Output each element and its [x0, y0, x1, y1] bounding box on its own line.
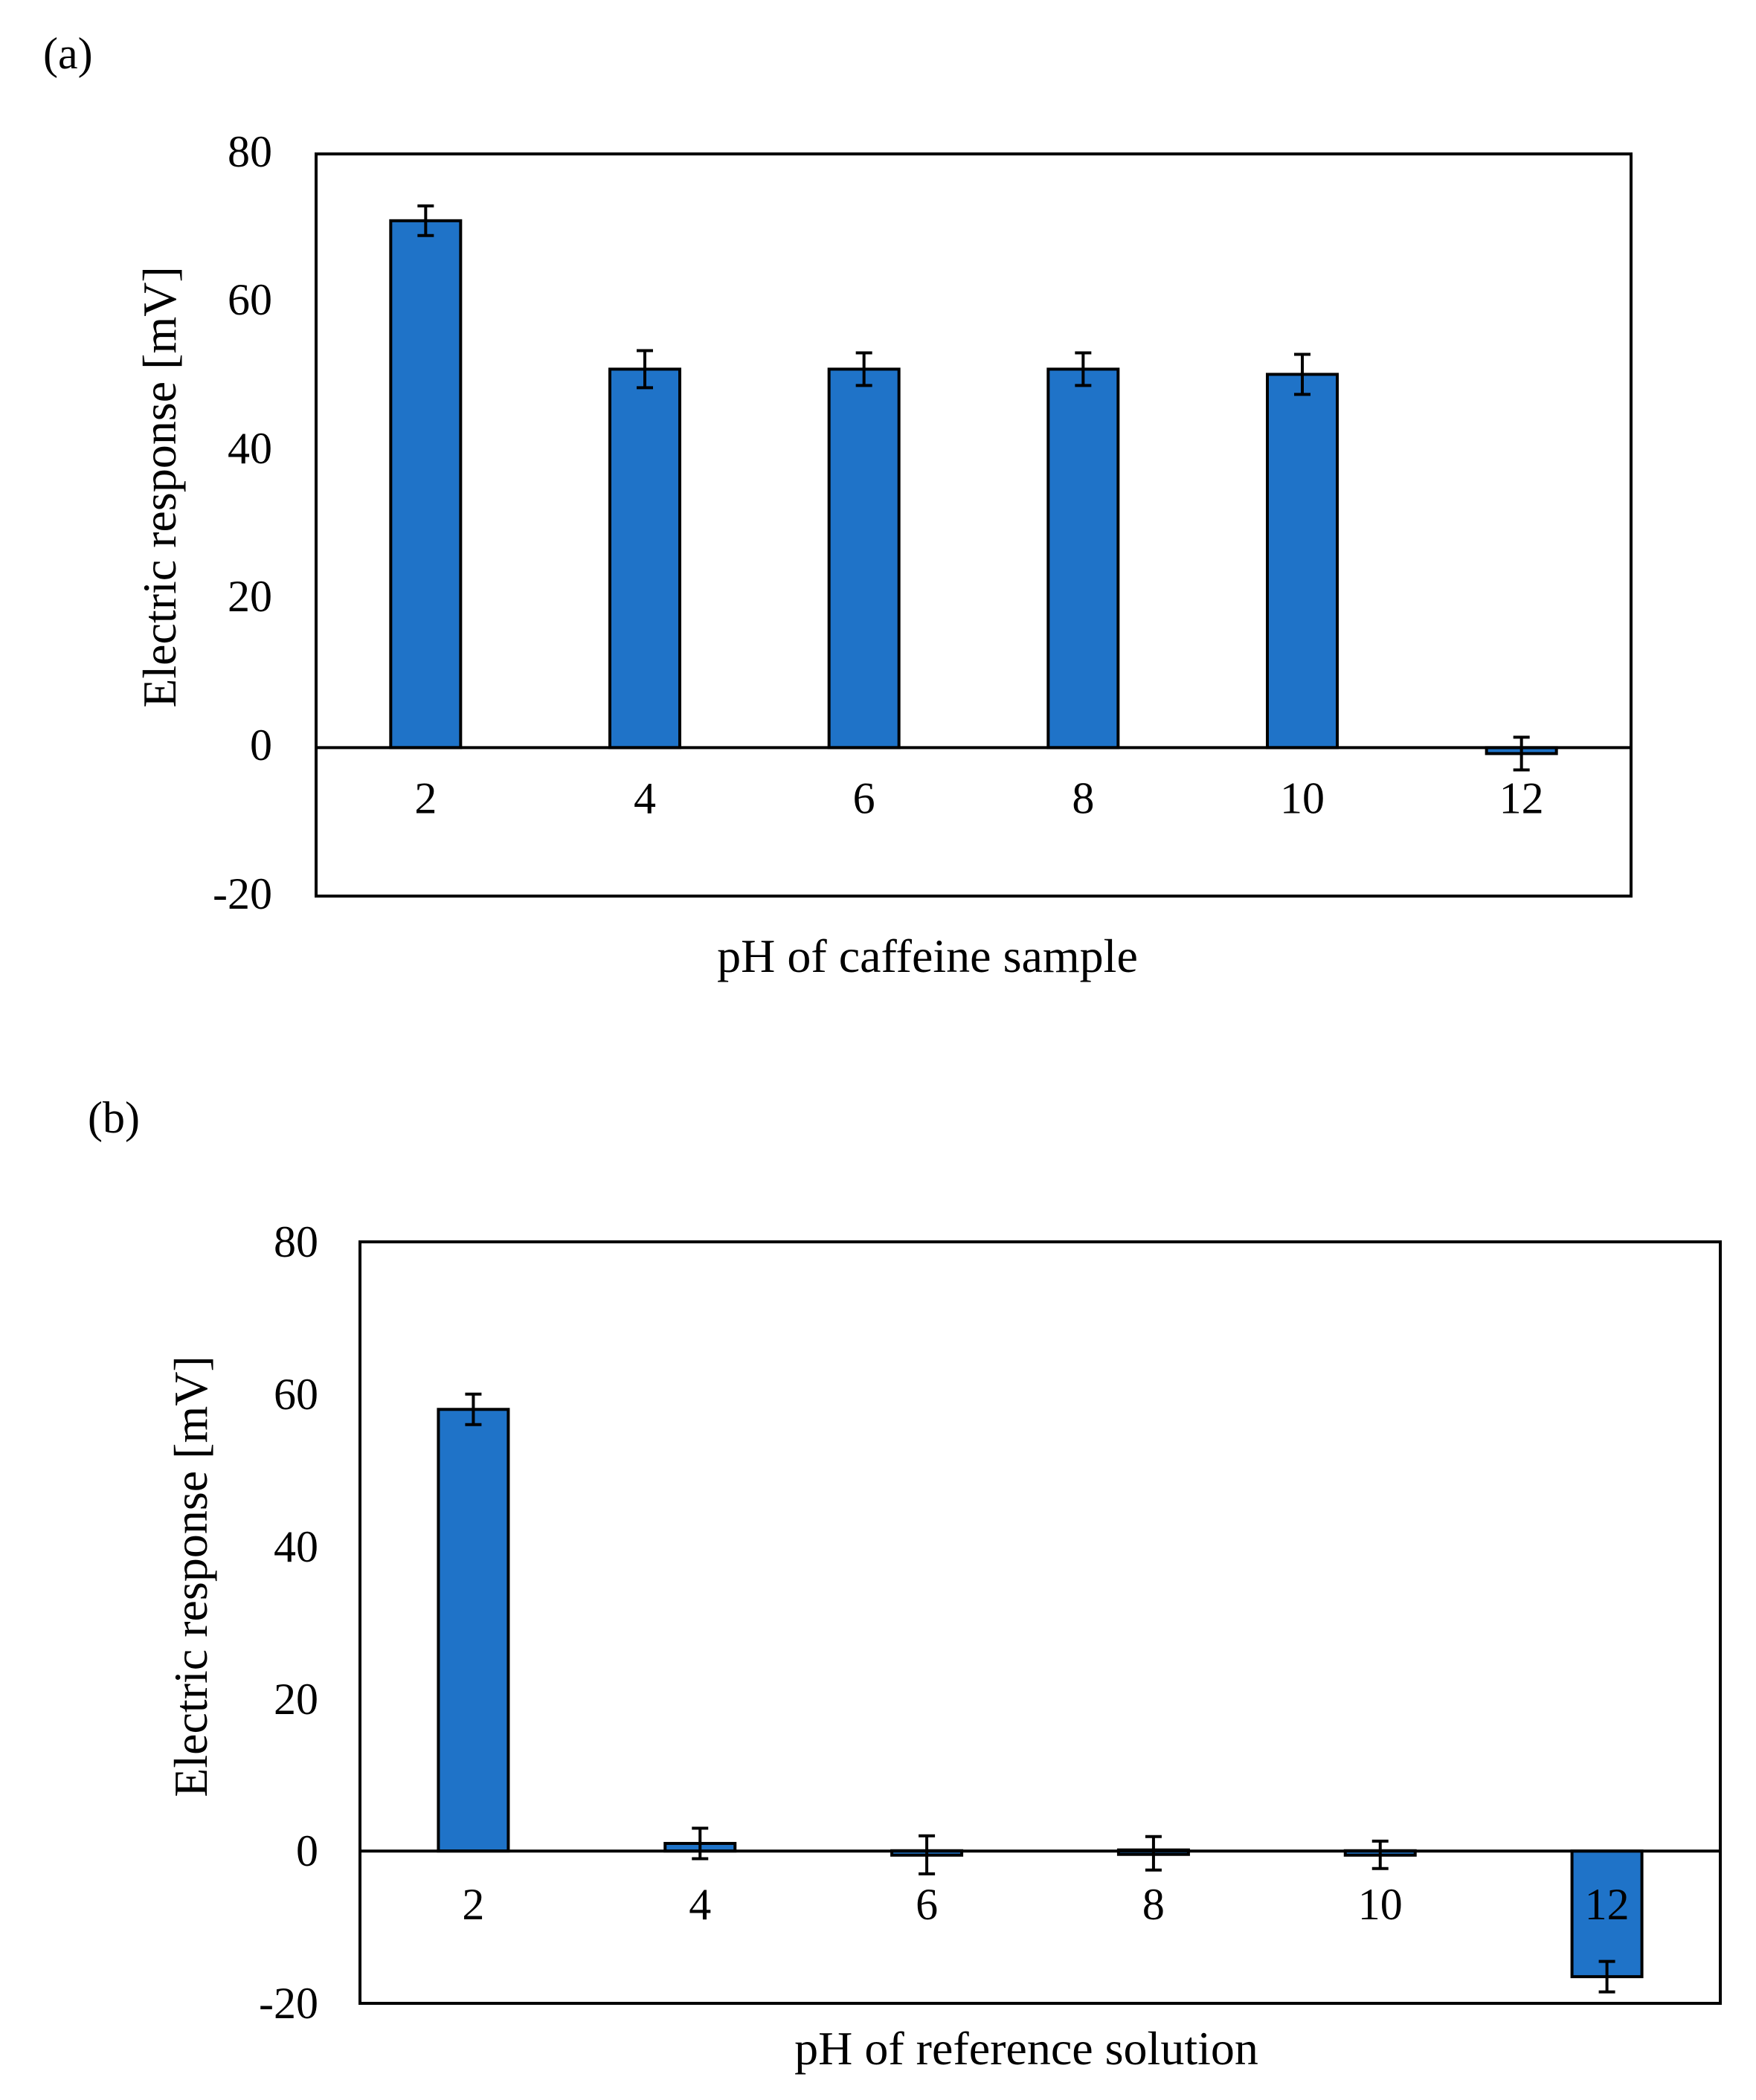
y-tick-label: 0 — [296, 1826, 318, 1875]
y-tick-labels: 80 60 40 20 0 -20 — [213, 127, 272, 918]
error-bars — [465, 1392, 1615, 1994]
x-tick-labels: 2 4 6 8 10 12 — [414, 773, 1543, 822]
plot-frame — [358, 1240, 1722, 2005]
y-tick-label: 40 — [274, 1522, 318, 1571]
bar — [389, 219, 463, 750]
bar — [827, 367, 901, 750]
error-bars — [417, 204, 1530, 772]
x-axis-title: pH of caffeine sample — [717, 930, 1138, 982]
bars — [389, 219, 1558, 756]
x-tick-label: 8 — [1142, 1880, 1165, 1929]
x-tick-label: 4 — [634, 773, 656, 822]
bar — [1570, 1849, 1644, 1979]
x-tick-label: 2 — [414, 773, 437, 822]
y-axis-title: Electric response [mV] — [164, 1356, 217, 1797]
panel-label: (b) — [88, 1093, 140, 1142]
x-tick-label: 4 — [689, 1880, 711, 1929]
bar — [608, 367, 681, 750]
bar — [1266, 373, 1339, 750]
y-tick-label: -20 — [213, 869, 272, 918]
plot-frame — [315, 152, 1633, 898]
y-tick-label: 80 — [274, 1217, 318, 1266]
x-tick-label: 6 — [916, 1880, 938, 1929]
x-tick-label: 6 — [853, 773, 875, 822]
chart-panel-b: (b) 80 60 40 20 0 -20 2 4 6 8 10 12 Elec… — [88, 1093, 1722, 2075]
bars — [437, 1408, 1644, 1979]
y-tick-label: 0 — [250, 721, 272, 770]
x-tick-label: 10 — [1280, 773, 1325, 822]
bar — [1046, 367, 1120, 750]
x-tick-label: 12 — [1499, 773, 1544, 822]
y-axis-title: Electric response [mV] — [133, 266, 186, 708]
x-tick-label: 2 — [462, 1880, 484, 1929]
bar — [437, 1408, 510, 1853]
x-tick-label: 8 — [1072, 773, 1094, 822]
y-tick-label: 60 — [228, 275, 272, 324]
y-tick-label: -20 — [259, 1979, 318, 2028]
y-tick-label: 20 — [228, 572, 272, 621]
y-tick-label: 20 — [274, 1675, 318, 1724]
y-tick-label: 60 — [274, 1370, 318, 1419]
x-tick-labels: 2 4 6 8 10 12 — [462, 1880, 1629, 1929]
x-tick-label: 10 — [1358, 1880, 1403, 1929]
x-axis-title: pH of reference solution — [794, 2022, 1258, 2075]
chart-panel-a: (a) 80 60 40 20 0 -20 2 4 6 8 10 12 Elec… — [43, 29, 1633, 982]
y-tick-labels: 80 60 40 20 0 -20 — [259, 1217, 318, 2028]
y-tick-label: 80 — [228, 127, 272, 176]
x-tick-label: 12 — [1585, 1880, 1630, 1929]
panel-label: (a) — [43, 29, 93, 78]
y-tick-label: 40 — [228, 424, 272, 473]
